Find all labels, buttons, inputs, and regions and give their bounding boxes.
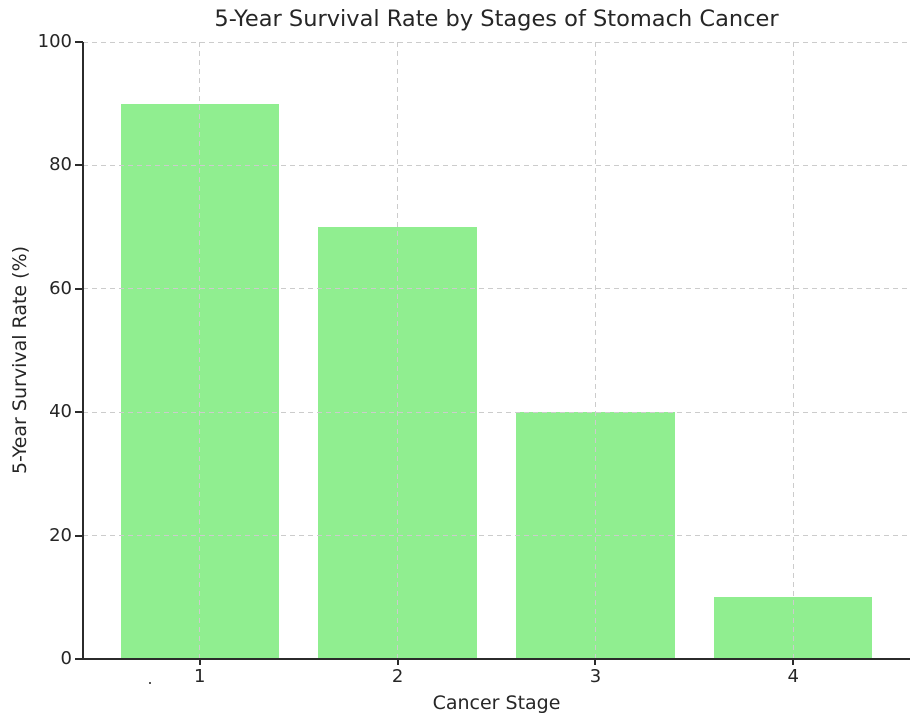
y-tick-label-60: 60 (49, 277, 72, 299)
plot-area (75, 41, 910, 665)
x-tick-label-4: 4 (787, 666, 799, 687)
x-tick-3 (594, 659, 597, 665)
y-tick-labels: 0 20 40 60 80 100 (0, 31, 72, 669)
x-tick-label-3: 3 (589, 666, 602, 687)
y-tick-80 (75, 164, 83, 167)
x-axis-label: Cancer Stage (432, 692, 561, 714)
y-tick-label-80: 80 (49, 154, 72, 176)
y-tick-40 (75, 411, 83, 414)
x-tick-labels: 1 2 3 4 (83, 665, 910, 691)
y-tick-0 (75, 658, 83, 660)
y-tick-label-0: 0 (60, 648, 72, 669)
gridline-horizontal-40 (83, 411, 910, 413)
gridline-horizontal-80 (83, 164, 910, 166)
y-tick-100 (75, 41, 83, 43)
gridline-vertical-2 (397, 42, 399, 659)
y-tick-20 (75, 534, 83, 537)
gridline-horizontal-100 (83, 41, 910, 43)
x-tick-1 (198, 659, 201, 665)
gridline-horizontal-20 (83, 535, 910, 537)
x-axis-spine (82, 658, 910, 660)
gridline-vertical-3 (594, 42, 596, 659)
stray-dot-artifact (149, 682, 151, 684)
x-tick-label-1: 1 (193, 666, 206, 687)
y-tick-label-40: 40 (49, 401, 72, 423)
y-tick-60 (75, 287, 83, 290)
x-tick-label-2: 2 (391, 666, 404, 687)
x-tick-2 (396, 659, 399, 665)
x-tick-4 (792, 659, 795, 665)
gridline-horizontal-60 (83, 288, 910, 290)
y-tick-label-20: 20 (49, 524, 72, 546)
gridline-vertical-4 (792, 42, 794, 659)
chart-title: 5-Year Survival Rate by Stages of Stomac… (214, 6, 779, 32)
y-axis-spine (82, 42, 84, 659)
y-tick-label-100: 100 (37, 31, 72, 52)
gridline-vertical-1 (199, 42, 201, 659)
